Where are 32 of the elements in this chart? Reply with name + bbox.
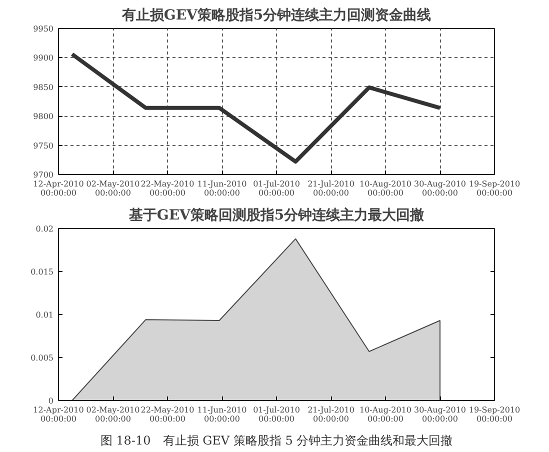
y-tick-label: 0.015	[30, 268, 54, 276]
y-tick-label: 9700	[33, 170, 54, 180]
y-tick-label: 0	[48, 396, 54, 406]
x-tick-label: 30-Aug-2010 00:00:00	[414, 180, 466, 198]
y-tick-label: 9800	[33, 112, 54, 122]
x-tick-label: 21-Jul-2010 00:00:00	[308, 406, 354, 424]
y-tick-label: 9950	[33, 24, 54, 34]
x-tick-label: 11-Jun-2010 00:00:00	[197, 180, 247, 198]
x-tick-label: 22-May-2010 00:00:00	[140, 180, 194, 198]
x-tick-label: 12-Apr-2010 00:00:00	[33, 180, 84, 198]
y-tick-label: 0.005	[30, 354, 54, 362]
chart-title: 有止损GEV策略股指5分钟连续主力回测资金曲线	[120, 6, 432, 24]
x-tick-label: 10-Aug-2010 00:00:00	[360, 180, 412, 198]
caption: 图 18-10 有止损 GEV 策略股指 5 分钟主力资金曲线和最大回撤	[100, 434, 453, 448]
x-tick-label: 01-Jul-2010 00:00:00	[253, 406, 300, 424]
x-tick-label: 19-Sep-2010 00:00:00	[468, 406, 520, 424]
y-tick-label: 9900	[33, 54, 54, 63]
x-tick-label: 12-Apr-2010 00:00:00	[33, 406, 84, 424]
x-tick-label: 02-May-2010 00:00:00	[86, 180, 140, 198]
chart-title: 基于GEV策略回测股指5分钟连续主力最大回撤	[128, 206, 424, 224]
x-tick-label: 22-May-2010 00:00:00	[140, 406, 194, 424]
x-tick-label: 10-Aug-2010 00:00:00	[360, 406, 412, 424]
x-tick-label: 30-Aug-2010 00:00:00	[414, 406, 466, 424]
x-tick-label: 19-Sep-2010 00:00:00	[468, 180, 520, 198]
y-tick-label: 9750	[33, 141, 54, 150]
x-tick-label: 21-Jul-2010 00:00:00	[308, 180, 354, 198]
x-tick-label: 02-May-2010 00:00:00	[86, 406, 140, 424]
y-tick-label: 9850	[33, 82, 54, 92]
y-tick-label: 0.01	[36, 310, 54, 320]
x-tick-label: 01-Jul-2010 00:00:00	[253, 180, 300, 198]
y-tick-label: 0.02	[36, 224, 54, 234]
x-tick-label: 11-Jun-2010 00:00:00	[197, 406, 247, 424]
